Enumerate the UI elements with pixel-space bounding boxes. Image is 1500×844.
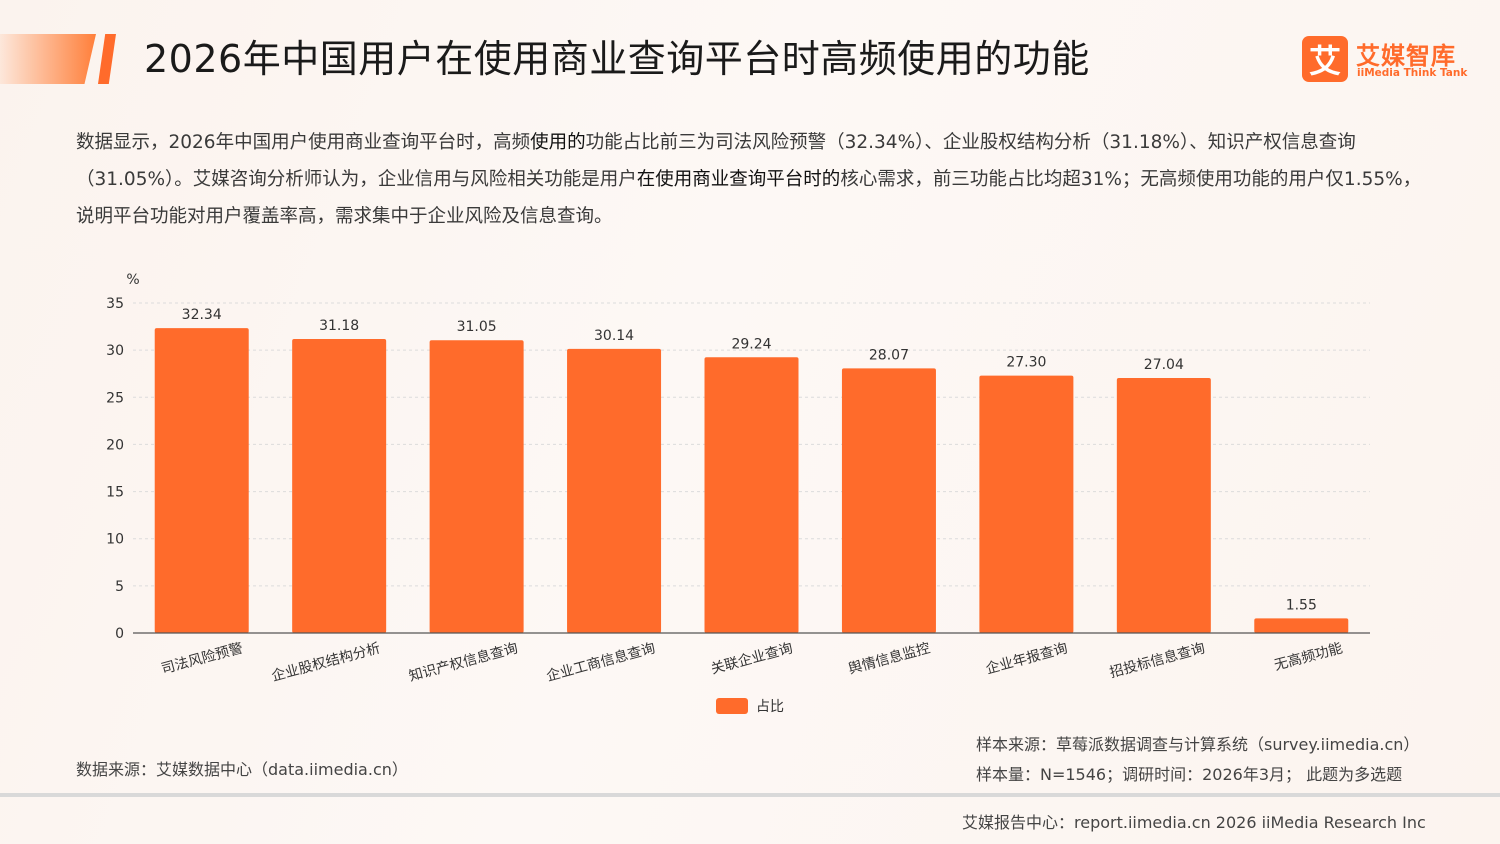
- y-tick-label: 5: [115, 579, 124, 595]
- x-tick-label: 企业股权结构分析: [270, 639, 383, 684]
- x-tick-label: 司法风险预警: [159, 640, 244, 677]
- data-label: 31.18: [319, 318, 359, 334]
- x-tick-label: 企业年报查询: [984, 639, 1070, 677]
- data-label: 31.05: [457, 319, 497, 335]
- sample-size-note: 样本量：N=1546；调研时间：2026年3月； 此题为多选题: [976, 765, 1403, 784]
- report-center-credit: 艾媒报告中心：report.iimedia.cn 2026 iiMedia Re…: [962, 813, 1426, 832]
- bar-chart: 0 5 10 15 20 25 30 35% 32.34 司法风险预警 31.18 企业股权结构分析 3…: [106, 272, 1370, 685]
- bar: [979, 375, 1074, 633]
- legend-swatch: [716, 698, 748, 714]
- title-accent-bar: [0, 34, 96, 84]
- bar: [841, 368, 936, 633]
- desc-part-1: 数据显示，2026年中国用户使用商业查询平台时，高频: [76, 132, 531, 153]
- y-tick-label: 35: [106, 296, 124, 312]
- logo-mark: 艾: [1302, 36, 1348, 82]
- y-tick-label: 10: [106, 532, 124, 548]
- x-tick-label: 舆情信息监控: [846, 639, 932, 677]
- data-label: 27.04: [1144, 357, 1184, 373]
- data-label: 27.30: [1006, 355, 1046, 371]
- y-tick-label: 30: [106, 343, 124, 359]
- desc-emphasis-2: 在使用商业查询平台时的: [636, 169, 841, 190]
- data-label: 30.14: [594, 328, 634, 344]
- y-tick-label: 20: [106, 437, 124, 453]
- bar: [292, 339, 387, 633]
- legend-label: 占比: [756, 699, 784, 715]
- page-title: 2026年中国用户在使用商业查询平台时高频使用的功能: [144, 37, 1090, 81]
- x-tick-label: 知识产权信息查询: [407, 639, 520, 684]
- logo-en-text: iiMedia Think Tank: [1357, 67, 1468, 79]
- x-tick-label: 招投标信息查询: [1108, 639, 1207, 681]
- description-paragraph: 数据显示，2026年中国用户使用商业查询平台时，高频使用的功能占比前三为司法风险…: [76, 124, 1428, 235]
- x-tick-label: 关联企业查询: [709, 639, 795, 677]
- data-label: 28.07: [869, 347, 909, 363]
- bar: [1254, 618, 1349, 633]
- bar: [704, 357, 799, 633]
- y-unit-label: %: [126, 272, 139, 288]
- desc-part-3: 功能占比前三为司法风险预警（32.34%）、企业股权结构分析（31.18%）、知…: [76, 132, 1356, 190]
- title-accent-slash: [98, 34, 116, 84]
- logo-cn-text: 艾媒智库: [1356, 42, 1456, 70]
- x-tick-label: 企业工商信息查询: [545, 639, 658, 684]
- desc-part-5: 核心需求，前三功能占比均超31%；无高频使用功能的用户仅1.55%，说明平台功能…: [76, 169, 1422, 227]
- x-tick-label: 无高频功能: [1272, 639, 1344, 674]
- bar: [567, 348, 662, 633]
- y-tick-label: 15: [106, 485, 124, 501]
- data-source-note: 数据来源：艾媒数据中心（data.iimedia.cn）: [76, 760, 408, 779]
- y-tick-label: 25: [106, 390, 124, 406]
- iimedia-logo: 艾 艾媒智库 iiMedia Think Tank: [1302, 36, 1467, 84]
- y-tick-label: 0: [115, 626, 124, 642]
- bar: [1116, 378, 1211, 633]
- footer-divider: [0, 793, 1500, 797]
- desc-emphasis-1: 使用的: [530, 132, 586, 153]
- data-label: 32.34: [182, 307, 222, 323]
- data-label: 29.24: [731, 336, 771, 352]
- data-label: 1.55: [1286, 597, 1317, 613]
- bar: [429, 340, 524, 633]
- sample-source-note: 样本来源：草莓派数据调查与计算系统（survey.iimedia.cn）: [976, 735, 1420, 754]
- bar: [154, 328, 249, 633]
- chart-legend: 占比: [716, 696, 784, 716]
